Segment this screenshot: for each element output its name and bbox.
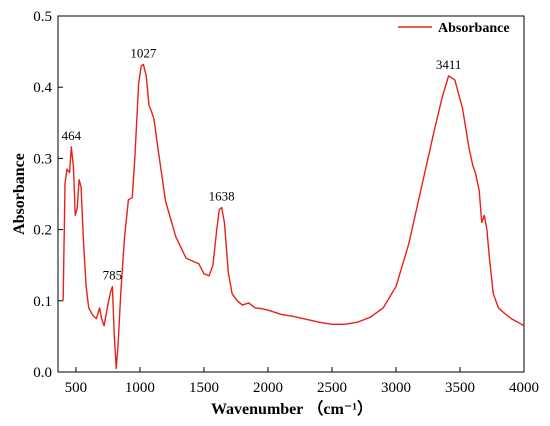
peak-label-785: 785: [103, 268, 123, 283]
x-tick-label: 2500: [317, 380, 347, 396]
peak-annotations: 464 785 1027 1638 3411: [62, 45, 462, 282]
x-axis-title: Wavenumber （cm⁻¹）: [211, 400, 373, 418]
peak-label-1638: 1638: [209, 189, 235, 204]
y-axis: 0.0 0.1 0.2 0.3 0.4 0.5: [33, 9, 63, 381]
peak-label-1027: 1027: [130, 45, 157, 60]
x-tick-label: 3000: [381, 380, 411, 396]
x-tick-label: 500: [65, 380, 88, 396]
x-tick-label: 1000: [125, 380, 155, 396]
plot-area-border: [57, 15, 525, 373]
legend: Absorbance: [398, 21, 510, 36]
y-axis-title: Absorbance: [11, 153, 28, 235]
plot-frame: [57, 15, 525, 373]
y-tick-label: 0.2: [33, 223, 52, 239]
x-tick-label: 4000: [509, 380, 539, 396]
series-line-absorbance: [62, 63, 525, 370]
y-tick-label: 0.3: [33, 151, 52, 167]
x-tick-label: 1500: [189, 380, 219, 396]
legend-label-absorbance: Absorbance: [438, 21, 510, 36]
x-tick-label: 3500: [445, 380, 475, 396]
x-tick-label: 2000: [253, 380, 283, 396]
y-tick-label: 0.5: [33, 9, 52, 25]
y-tick-label: 0.4: [33, 80, 52, 96]
y-tick-label: 0.1: [33, 294, 52, 310]
series-group: [62, 63, 525, 370]
x-axis: 500 1000 1500 2000 2500 3000 3500 4000: [65, 367, 539, 396]
peak-label-3411: 3411: [436, 57, 462, 72]
y-tick-label: 0.0: [33, 365, 52, 381]
peak-label-464: 464: [62, 128, 82, 143]
